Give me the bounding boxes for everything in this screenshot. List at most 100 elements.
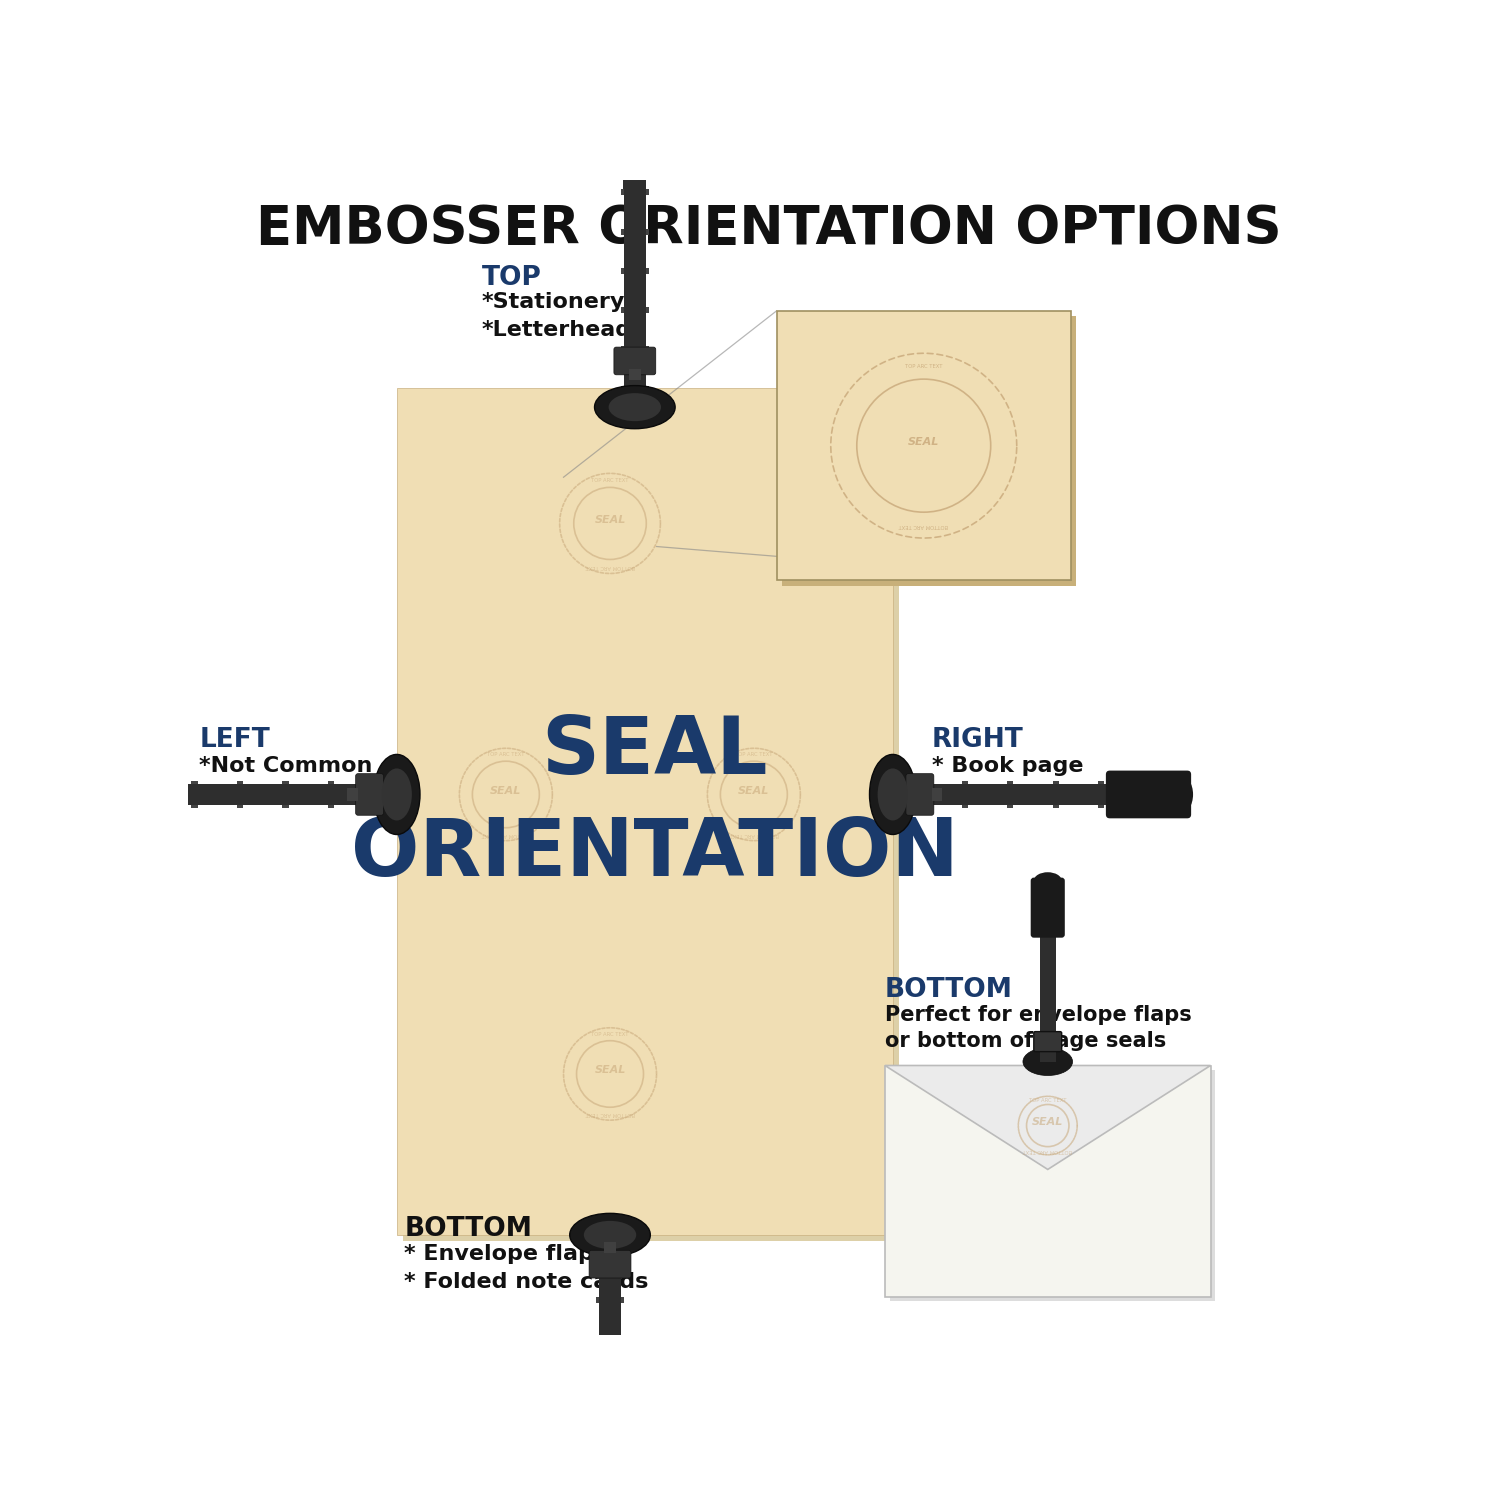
Text: BOTTOM: BOTTOM bbox=[405, 1215, 532, 1242]
Bar bbox=[1098, 806, 1104, 808]
Text: RIGHT: RIGHT bbox=[932, 726, 1023, 753]
Ellipse shape bbox=[381, 768, 412, 820]
Text: * Book page: * Book page bbox=[932, 756, 1083, 776]
Bar bbox=[962, 780, 968, 783]
Bar bbox=[621, 1432, 624, 1438]
Bar bbox=[624, 180, 645, 404]
Text: TOP ARC TEXT: TOP ARC TEXT bbox=[591, 478, 628, 483]
Bar bbox=[374, 806, 380, 808]
Text: TOP ARC TEXT: TOP ARC TEXT bbox=[591, 1032, 628, 1036]
Polygon shape bbox=[885, 1065, 1210, 1170]
Bar bbox=[621, 189, 624, 195]
Bar bbox=[890, 1070, 1215, 1300]
FancyBboxPatch shape bbox=[1030, 878, 1065, 938]
Text: BOTTOM ARC TEXT: BOTTOM ARC TEXT bbox=[585, 1112, 634, 1116]
Bar bbox=[645, 268, 650, 274]
Text: BOTTOM ARC TEXT: BOTTOM ARC TEXT bbox=[482, 831, 531, 837]
Text: SEAL: SEAL bbox=[594, 514, 626, 525]
Ellipse shape bbox=[1034, 871, 1062, 889]
Ellipse shape bbox=[609, 393, 662, 422]
Bar bbox=[192, 780, 198, 783]
FancyBboxPatch shape bbox=[586, 1438, 634, 1500]
Bar bbox=[932, 789, 942, 801]
Bar bbox=[645, 386, 650, 392]
Bar bbox=[1040, 930, 1056, 1062]
Text: SEAL: SEAL bbox=[594, 1065, 626, 1076]
Bar bbox=[604, 1242, 616, 1252]
Text: BOTTOM: BOTTOM bbox=[885, 976, 1013, 1004]
FancyBboxPatch shape bbox=[396, 388, 892, 1234]
Text: TOP ARC TEXT: TOP ARC TEXT bbox=[1029, 1098, 1066, 1102]
Bar bbox=[596, 1432, 598, 1438]
FancyBboxPatch shape bbox=[99, 771, 183, 819]
FancyBboxPatch shape bbox=[1106, 771, 1191, 819]
Text: EMBOSSER ORIENTATION OPTIONS: EMBOSSER ORIENTATION OPTIONS bbox=[256, 202, 1281, 255]
Bar bbox=[192, 806, 198, 808]
Bar bbox=[1098, 780, 1104, 783]
Ellipse shape bbox=[374, 754, 420, 834]
Text: BOTTOM ARC TEXT: BOTTOM ARC TEXT bbox=[898, 522, 948, 528]
Ellipse shape bbox=[878, 768, 908, 820]
Bar bbox=[962, 806, 968, 808]
Bar bbox=[916, 780, 922, 783]
Text: BOTTOM ARC TEXT: BOTTOM ARC TEXT bbox=[729, 831, 778, 837]
FancyBboxPatch shape bbox=[356, 774, 384, 816]
Bar bbox=[645, 346, 650, 352]
Text: SEAL: SEAL bbox=[1032, 1116, 1064, 1126]
Text: *Letterhead: *Letterhead bbox=[482, 320, 632, 340]
Ellipse shape bbox=[1023, 1048, 1072, 1076]
Bar bbox=[621, 1252, 624, 1258]
Bar bbox=[621, 1298, 624, 1304]
Bar bbox=[1007, 780, 1014, 783]
Bar bbox=[885, 1065, 1210, 1296]
Text: *Stationery: *Stationery bbox=[482, 291, 626, 312]
FancyBboxPatch shape bbox=[777, 310, 1071, 580]
Bar bbox=[237, 806, 243, 808]
Bar bbox=[596, 1342, 598, 1348]
Text: TOP ARC TEXT: TOP ARC TEXT bbox=[488, 752, 525, 758]
Ellipse shape bbox=[570, 1214, 651, 1257]
Bar bbox=[237, 780, 243, 783]
Ellipse shape bbox=[584, 1221, 636, 1250]
Text: BOTTOM ARC TEXT: BOTTOM ARC TEXT bbox=[1023, 1148, 1072, 1154]
Ellipse shape bbox=[870, 754, 916, 834]
FancyBboxPatch shape bbox=[906, 774, 934, 816]
Ellipse shape bbox=[615, 69, 656, 99]
Bar bbox=[916, 806, 922, 808]
Text: BOTTOM ARC TEXT: BOTTOM ARC TEXT bbox=[585, 564, 634, 568]
FancyBboxPatch shape bbox=[614, 346, 656, 375]
Bar bbox=[621, 386, 624, 392]
Text: TOP ARC TEXT: TOP ARC TEXT bbox=[904, 363, 942, 369]
Bar bbox=[1053, 780, 1059, 783]
Bar bbox=[596, 1252, 598, 1258]
Bar bbox=[328, 780, 334, 783]
Text: *Not Common: *Not Common bbox=[200, 756, 372, 776]
Text: ORIENTATION: ORIENTATION bbox=[351, 815, 958, 892]
Bar bbox=[621, 268, 624, 274]
Bar bbox=[621, 1342, 624, 1348]
Bar bbox=[328, 806, 334, 808]
Bar bbox=[621, 346, 624, 352]
Text: SEAL: SEAL bbox=[542, 712, 768, 791]
Ellipse shape bbox=[1166, 774, 1192, 814]
FancyBboxPatch shape bbox=[404, 394, 898, 1240]
Bar bbox=[904, 783, 1110, 806]
Text: SEAL: SEAL bbox=[738, 786, 770, 795]
Bar bbox=[645, 228, 650, 234]
Bar bbox=[180, 783, 386, 806]
Bar bbox=[621, 1388, 624, 1394]
Bar bbox=[621, 308, 624, 314]
Bar bbox=[596, 1388, 598, 1394]
Bar bbox=[282, 780, 288, 783]
Text: or bottom of page seals: or bottom of page seals bbox=[885, 1030, 1167, 1051]
Text: * Folded note cards: * Folded note cards bbox=[405, 1272, 650, 1292]
FancyBboxPatch shape bbox=[622, 141, 646, 195]
Ellipse shape bbox=[96, 774, 123, 814]
Text: TOP ARC TEXT: TOP ARC TEXT bbox=[735, 752, 772, 758]
Bar bbox=[621, 228, 624, 234]
Text: SEAL: SEAL bbox=[908, 436, 939, 447]
Text: SEAL: SEAL bbox=[490, 786, 522, 795]
Bar bbox=[598, 1246, 621, 1450]
FancyBboxPatch shape bbox=[590, 1251, 632, 1278]
Text: Perfect for envelope flaps: Perfect for envelope flaps bbox=[885, 1005, 1191, 1026]
